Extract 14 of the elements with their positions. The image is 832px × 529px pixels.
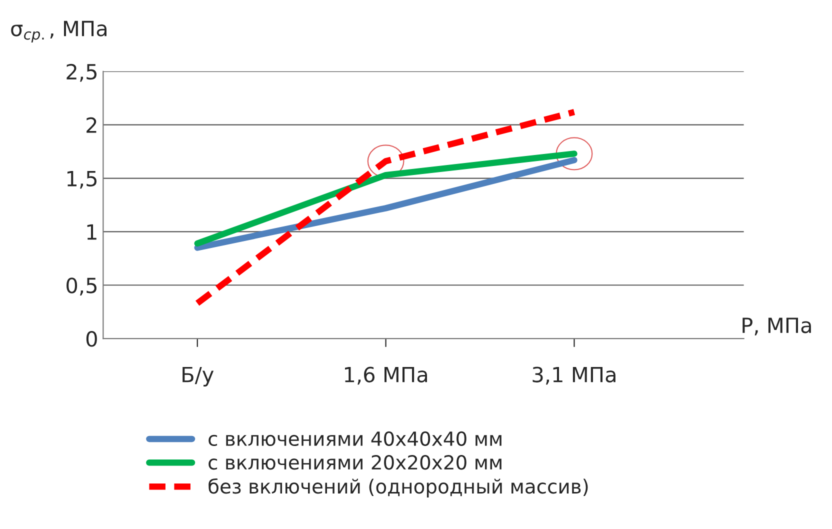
y-tick-label: 2,5 — [66, 64, 96, 82]
y-tick-label: 2 — [86, 117, 96, 133]
x-tick-label: Б/у — [182, 366, 214, 386]
y-tick-label: 1,5 — [67, 171, 96, 189]
y-tick-label: 0 — [86, 331, 97, 347]
y-axis-title: σ$_{ср.}$, МПа — [11, 20, 106, 43]
y-tick-label: 0,5 — [66, 278, 96, 296]
legend-label: с включениями 40х40х40 мм — [208, 431, 502, 446]
legend-label: с включениями 20х20х20 мм — [208, 455, 502, 470]
y-tick-label: 1 — [87, 224, 96, 240]
x-tick-label: 1,6 МПа — [345, 366, 427, 385]
x-axis-title: P, МПа — [742, 318, 811, 336]
legend-label: без включений (однородный массив) — [208, 478, 588, 498]
x-tick-label: 3,1 МПа — [532, 366, 616, 385]
